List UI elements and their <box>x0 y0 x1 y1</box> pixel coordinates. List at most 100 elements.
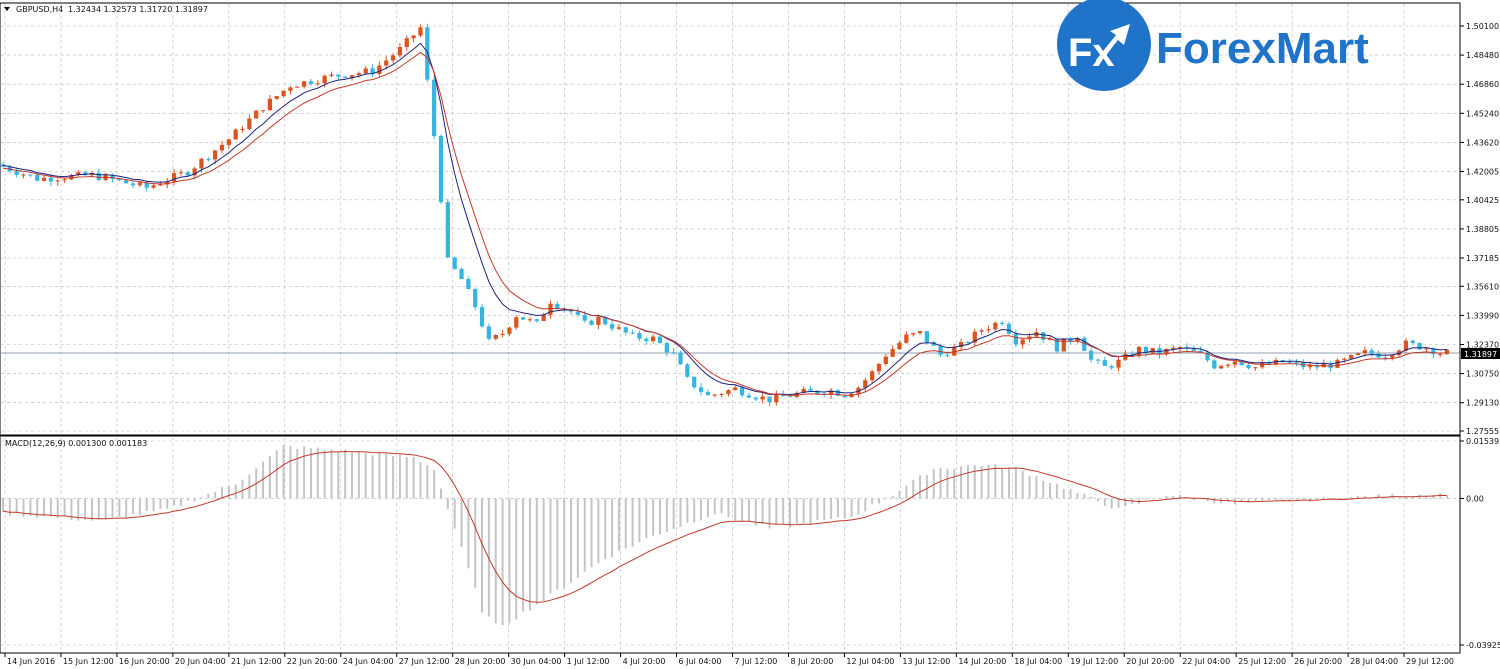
time-tick-label: 27 Jun 12:00 <box>399 657 450 666</box>
macd-bar <box>1014 467 1017 499</box>
macd-bar <box>166 498 169 509</box>
macd-bar <box>1001 468 1004 499</box>
macd-bar <box>727 498 730 518</box>
price-tick-label: 1.40425 <box>1466 196 1499 205</box>
macd-bar <box>241 479 244 499</box>
macd-bar <box>1103 498 1106 506</box>
candle <box>1376 350 1381 359</box>
ma-slow-line <box>2 51 1448 396</box>
time-tick-label: 29 Jul 12:00 <box>1406 657 1454 666</box>
macd-bar <box>1425 496 1428 499</box>
candle <box>1417 342 1422 351</box>
candle <box>678 350 683 365</box>
macd-bar <box>2 498 4 512</box>
logo-badge <box>1057 0 1151 91</box>
macd-bar <box>1274 498 1277 500</box>
candle <box>623 326 628 336</box>
candle <box>1116 357 1121 372</box>
macd-bar <box>1322 496 1325 499</box>
macd-tick-label: 0.015392 <box>1466 437 1500 446</box>
ma-fast-line <box>2 42 1448 396</box>
candle <box>438 134 444 205</box>
candle <box>486 323 492 341</box>
macd-label: MACD(12,26,9) 0.001300 0.001183 <box>5 439 147 448</box>
candle <box>397 42 403 58</box>
macd-bar <box>1227 498 1230 502</box>
macd-bar <box>994 464 997 499</box>
macd-bar <box>686 498 689 523</box>
macd-bar <box>898 491 901 499</box>
candle <box>343 76 348 79</box>
candle <box>1410 339 1415 345</box>
macd-bar <box>617 498 620 551</box>
macd-bar <box>138 498 141 516</box>
candle <box>28 174 33 178</box>
time-tick-label: 20 Jun 04:00 <box>175 657 226 666</box>
candle <box>1075 336 1080 344</box>
candle <box>21 173 26 179</box>
candle <box>972 328 977 347</box>
candle <box>260 110 266 114</box>
macd-bar <box>741 498 744 521</box>
candle <box>390 53 396 64</box>
candle <box>1089 347 1094 363</box>
macd-bar <box>1028 476 1031 499</box>
current-price-label: 1.31897 <box>1464 350 1497 359</box>
candle <box>411 35 416 43</box>
macd-bar <box>111 498 114 518</box>
macd-bar <box>775 498 778 526</box>
macd-bar <box>871 498 874 505</box>
macd-bar <box>604 498 607 560</box>
candle <box>377 61 382 78</box>
candle <box>883 353 888 366</box>
time-axis: 14 Jun 2016 15 Jun 12:00 16 Jun 20:00 20 Ju… <box>4 653 1454 666</box>
macd-bar <box>63 498 66 517</box>
macd-bar <box>713 498 716 515</box>
macd-bar <box>1021 470 1024 499</box>
macd-bar <box>22 498 25 517</box>
time-tick-label: 22 Jun 20:00 <box>287 657 338 666</box>
time-tick-label: 14 Jun 2016 <box>7 657 55 666</box>
macd-bar <box>405 457 408 499</box>
macd-bar <box>1247 498 1250 503</box>
candle <box>534 318 539 323</box>
macd-bar <box>43 498 46 517</box>
macd-bar <box>84 498 87 520</box>
macd-bar <box>494 498 497 624</box>
macd-bar <box>412 456 415 499</box>
macd-bar <box>1055 483 1058 499</box>
macd-bar <box>56 498 59 518</box>
candle <box>466 276 471 290</box>
macd-bar <box>426 465 429 499</box>
price-tick-label: 1.46860 <box>1466 80 1499 89</box>
candle <box>692 376 697 389</box>
symbol-label: GBPUSD,H4 <box>16 5 63 14</box>
candle <box>616 324 622 330</box>
macd-bar <box>850 498 853 518</box>
macd-bar <box>8 498 11 516</box>
macd-bar <box>15 498 18 513</box>
candle <box>274 95 279 101</box>
macd-bar <box>1042 480 1045 499</box>
macd-bar <box>220 487 223 499</box>
macd-bar <box>1008 467 1011 499</box>
macd-bar <box>761 498 764 525</box>
macd-bar <box>207 493 210 499</box>
macd-bar <box>385 453 388 499</box>
candle <box>144 180 149 192</box>
macd-bar <box>843 498 846 519</box>
price-tick-label: 1.37185 <box>1466 254 1499 263</box>
candle <box>137 180 142 188</box>
candle <box>870 369 875 384</box>
time-tick-label: 22 Jul 04:00 <box>1182 657 1230 666</box>
candle <box>384 56 389 70</box>
candle <box>733 385 738 391</box>
macd-bar <box>364 452 367 499</box>
macd-bar <box>186 498 189 501</box>
triangle-down-icon[interactable] <box>4 7 10 11</box>
macd-bar <box>802 498 805 523</box>
time-tick-label: 26 Jul 20:00 <box>1294 657 1342 666</box>
macd-bar <box>535 498 538 605</box>
macd-bar <box>624 498 627 549</box>
